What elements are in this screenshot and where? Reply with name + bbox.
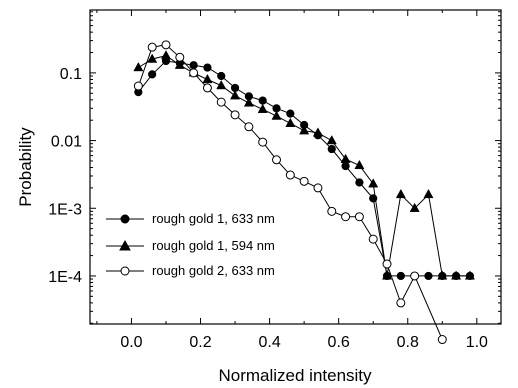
x-tick-label: 0.8 (397, 334, 419, 351)
data-point-series-3 (396, 298, 406, 308)
data-point-series-2 (271, 110, 282, 120)
data-point-series-3 (244, 122, 254, 132)
data-point-series-2 (285, 117, 296, 127)
series-markers (133, 40, 475, 345)
data-point-series-1 (203, 63, 212, 72)
y-tick-label: 0.01 (51, 134, 82, 151)
x-tick-label: 0.4 (258, 334, 280, 351)
legend-label-1: rough gold 1, 633 nm (152, 211, 275, 226)
data-point-series-1 (396, 271, 405, 281)
data-point-series-3 (230, 110, 240, 120)
data-point-series-3 (341, 212, 351, 222)
data-point-series-3 (437, 335, 447, 345)
x-tick-label: 1.0 (466, 334, 488, 351)
data-point-series-1 (148, 70, 157, 79)
data-point-series-3 (272, 155, 282, 165)
data-point-series-1 (258, 96, 267, 105)
y-tick-label: 1E-3 (48, 201, 82, 218)
data-point-series-2 (243, 97, 254, 107)
y-tick-label: 1E-4 (48, 269, 82, 286)
data-point-series-3 (382, 259, 392, 269)
data-point-series-1 (217, 71, 226, 81)
data-point-series-1 (341, 161, 350, 171)
y-axis-title: Probability (16, 127, 35, 207)
data-point-series-3 (410, 271, 420, 281)
data-point-series-3 (258, 137, 268, 147)
data-point-series-2 (147, 53, 158, 63)
series-lines (137, 44, 470, 340)
x-tick-label: 0.6 (328, 334, 350, 351)
data-point-series-2 (299, 125, 310, 135)
data-point-series-2 (257, 103, 268, 113)
tick-labels: 0.0 0.2 0.4 0.6 0.8 1.0 1E-4 1E-3 0.01 0.1 (48, 66, 488, 351)
data-point-series-3 (202, 83, 212, 93)
data-point-series-2 (423, 188, 434, 199)
data-point-series-2 (216, 80, 227, 90)
series-line-3 (137, 44, 443, 340)
data-point-series-2 (382, 270, 393, 280)
data-point-series-3 (285, 170, 295, 180)
y-tick-label: 0.1 (60, 66, 82, 83)
data-point-series-3 (327, 206, 337, 216)
data-point-series-2 (326, 135, 337, 145)
data-point-series-2 (230, 90, 241, 100)
data-point-series-3 (147, 42, 157, 52)
data-point-series-1 (286, 109, 295, 118)
data-point-series-2 (354, 159, 365, 170)
legend-label-2: rough gold 1, 594 nm (152, 238, 275, 253)
data-point-series-3 (313, 183, 323, 193)
axis-ticks (90, 10, 501, 324)
data-point-series-3 (175, 52, 185, 62)
data-point-series-2 (202, 73, 213, 84)
data-point-series-2 (160, 50, 172, 60)
x-tick-label: 0.2 (189, 334, 211, 351)
data-point-series-3 (161, 40, 171, 50)
data-point-series-2 (312, 127, 323, 137)
data-point-series-2 (340, 153, 351, 163)
legend-label-3: rough gold 2, 633 nm (152, 263, 275, 278)
data-point-series-1 (355, 178, 364, 187)
data-point-series-3 (216, 97, 226, 107)
x-axis-title: Normalized intensity (218, 366, 372, 385)
x-tick-label: 0.0 (120, 334, 142, 351)
data-point-series-2 (437, 270, 448, 280)
data-point-series-1 (327, 144, 336, 154)
data-point-series-3 (299, 176, 309, 186)
data-point-series-3 (133, 81, 143, 91)
legend: rough gold 1, 633 nm rough gold 1, 594 n… (106, 211, 275, 278)
plot-frame (89, 9, 502, 325)
data-point-series-3 (189, 68, 199, 78)
data-point-series-3 (354, 212, 364, 222)
data-point-series-2 (451, 270, 462, 280)
legend-marker-2 (119, 239, 131, 251)
data-point-series-2 (464, 270, 475, 280)
data-point-series-2 (368, 178, 379, 188)
data-point-series-1 (369, 194, 378, 203)
data-point-series-3 (368, 234, 378, 244)
legend-marker-3 (120, 266, 130, 276)
data-point-series-2 (409, 202, 420, 212)
data-point-series-2 (174, 59, 185, 69)
data-point-series-1 (424, 271, 433, 281)
data-point-series-2 (133, 62, 144, 72)
legend-marker-1 (120, 214, 130, 224)
data-point-series-2 (395, 188, 406, 199)
